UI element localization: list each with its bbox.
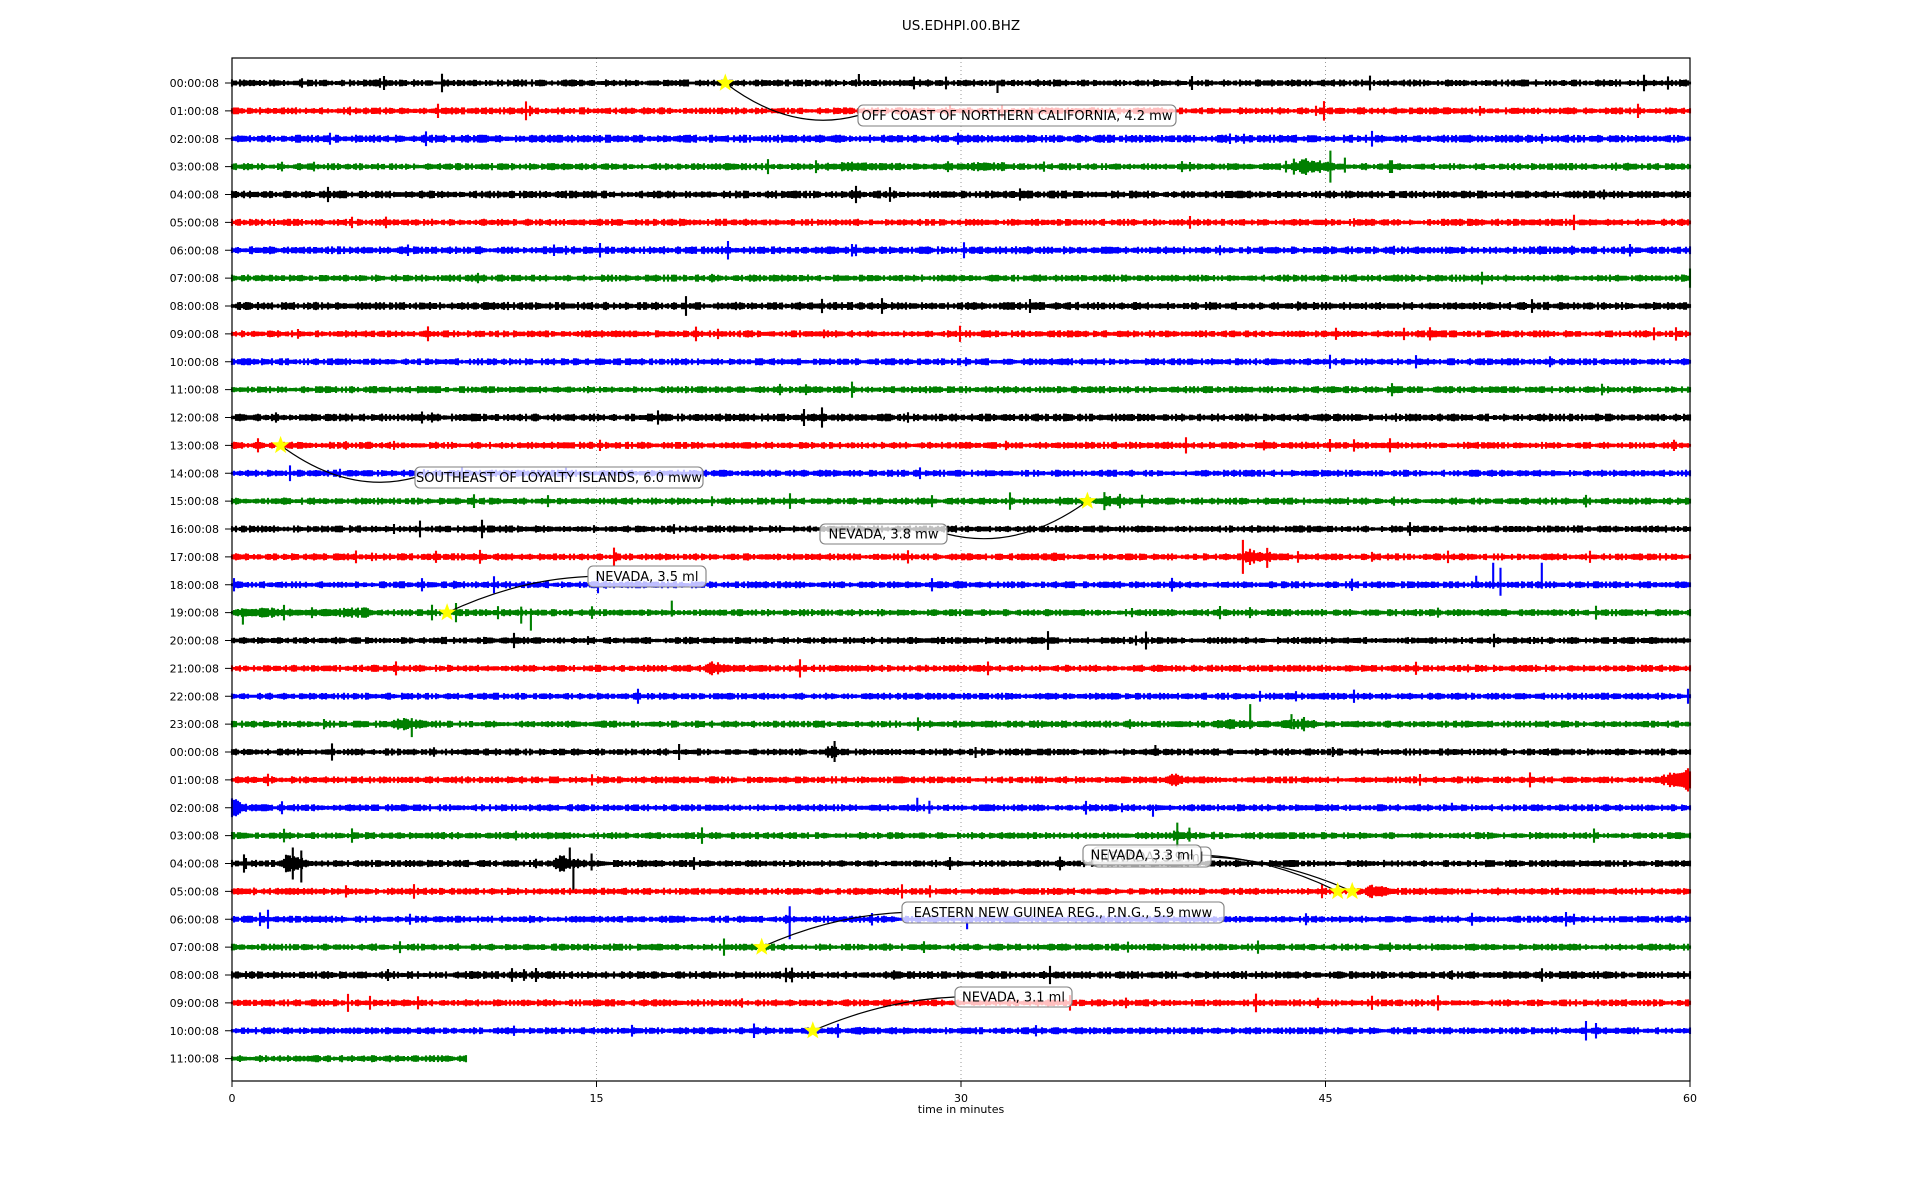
seismogram-trace-row-13: [230, 437, 1692, 454]
row-time-label: 17:00:08: [170, 551, 219, 564]
event-star-marker: [1328, 881, 1347, 900]
row-time-label: 07:00:08: [170, 941, 219, 954]
row-time-label: 21:00:08: [170, 662, 219, 675]
row-time-label: 02:00:08: [170, 133, 219, 146]
row-time-label: 04:00:08: [170, 858, 219, 871]
seismogram-trace-row-17: [230, 539, 1692, 574]
row-time-label: 04:00:08: [170, 189, 219, 202]
row-time-label: 05:00:08: [170, 216, 219, 229]
row-time-label: 06:00:08: [170, 244, 219, 257]
event-connector-line: [1210, 856, 1353, 892]
row-time-label: 06:00:08: [170, 913, 219, 926]
row-time-label: 23:00:08: [170, 718, 219, 731]
row-time-label: 12:00:08: [170, 412, 219, 425]
event-star-marker: [1078, 491, 1097, 509]
event-annotation-box: [587, 565, 707, 588]
row-time-label: 14:00:08: [170, 467, 219, 480]
seismogram-trace-row-20: [230, 631, 1692, 650]
seismogram-trace-row-35: [230, 1055, 468, 1063]
event-annotation-box: [819, 523, 948, 545]
seismogram-trace-row-8: [230, 296, 1692, 316]
row-time-label: 08:00:08: [170, 969, 219, 982]
plot-title: US.EDHPI.00.BHZ: [902, 18, 1020, 34]
row-time-label: 20:00:08: [170, 635, 219, 648]
event-annotation-label: NEVADA, 3.1 ml: [962, 991, 1065, 1006]
x-tick-label: 45: [1319, 1092, 1333, 1105]
event-connector-line: [280, 444, 416, 483]
seismogram-trace-row-2: [230, 130, 1692, 147]
event-star-marker: [1343, 881, 1362, 900]
event-star-marker: [803, 1021, 822, 1039]
seismogram-trace-row-32: [230, 965, 1692, 985]
event-connector-line: [1200, 854, 1338, 892]
seismogram-trace-row-6: [230, 241, 1692, 260]
x-tick-label: 0: [229, 1092, 236, 1105]
row-time-label: 07:00:08: [170, 272, 219, 285]
event-connector-line: [812, 996, 956, 1032]
event-star-marker: [752, 937, 771, 955]
row-time-label: 18:00:08: [170, 579, 219, 592]
row-time-label: 03:00:08: [170, 830, 219, 843]
event-annotation-box: [414, 466, 704, 489]
row-time-label: 05:00:08: [170, 885, 219, 898]
seismogram-trace-row-4: [230, 185, 1692, 204]
event-connector-line: [761, 911, 903, 948]
x-tick-label: 30: [954, 1092, 968, 1105]
row-time-label: 01:00:08: [170, 105, 219, 118]
row-time-label: 00:00:08: [170, 77, 219, 90]
row-time-label: 19:00:08: [170, 607, 219, 620]
row-time-label: 09:00:08: [170, 328, 219, 341]
event-annotation-label: NEVADA, 3.3 ml: [1091, 849, 1194, 864]
event-annotation-label: EASTERN NEW GUINEA REG., P.N.G., 5.9 mww: [914, 906, 1213, 921]
event-annotation-box: [1082, 844, 1202, 866]
row-time-label: 09:00:08: [170, 997, 219, 1010]
row-time-label: 00:00:08: [170, 746, 219, 759]
event-connector-line: [446, 575, 589, 614]
seismogram-trace-row-7: [230, 268, 1692, 288]
row-time-label: 16:00:08: [170, 523, 219, 536]
event-connector-line: [724, 82, 859, 121]
event-annotation-box: [901, 901, 1225, 924]
event-star-marker: [271, 435, 290, 454]
seismogram-trace-row-23: [230, 704, 1692, 738]
seismogram-trace-row-5: [230, 214, 1692, 231]
row-time-label: 13:00:08: [170, 439, 219, 452]
seismogram-trace-row-3: [230, 150, 1692, 183]
event-annotation-label: OFF COAST OF NORTHERN CALIFORNIA, 4.2 mw: [862, 109, 1173, 124]
row-time-label: 01:00:08: [170, 774, 219, 787]
x-tick-label: 60: [1683, 1092, 1697, 1105]
plot-content: 00:00:08 01:00:08 02:00:08 03:00:08 04:00:08…: [170, 57, 1697, 1105]
event-annotation-label: NEVADA, 3.8 mw: [829, 528, 939, 543]
event-connector-line: [946, 500, 1088, 540]
event-annotation-label: NEVADA, 3.5 ml: [596, 570, 699, 585]
row-time-label: 10:00:08: [170, 1025, 219, 1038]
row-time-label: 03:00:08: [170, 161, 219, 174]
row-time-label: 11:00:08: [170, 384, 219, 397]
event-star-marker: [438, 603, 457, 621]
event-annotation-box: [954, 986, 1073, 1008]
event-annotation-box: [857, 104, 1177, 127]
seismogram-trace-row-31: [230, 938, 1692, 956]
row-time-label: 22:00:08: [170, 690, 219, 703]
event-star-marker: [716, 73, 735, 91]
row-time-label: 15:00:08: [170, 495, 219, 508]
seismogram-trace-row-25: [230, 768, 1692, 792]
event-annotation-label: SOUTHEAST OF LOYALTY ISLANDS, 6.0 mww: [416, 471, 702, 486]
seismogram-trace-row-34: [230, 1021, 1692, 1041]
row-time-label: 08:00:08: [170, 300, 219, 313]
seismogram-trace-row-11: [230, 381, 1692, 398]
row-time-label: 11:00:08: [170, 1053, 219, 1066]
x-axis-label: time in minutes: [918, 1103, 1005, 1116]
seismogram-trace-row-9: [230, 325, 1692, 342]
x-tick-label: 15: [590, 1092, 604, 1105]
plot-border: [231, 57, 1691, 1082]
row-time-label: 02:00:08: [170, 802, 219, 815]
row-time-label: 10:00:08: [170, 356, 219, 369]
